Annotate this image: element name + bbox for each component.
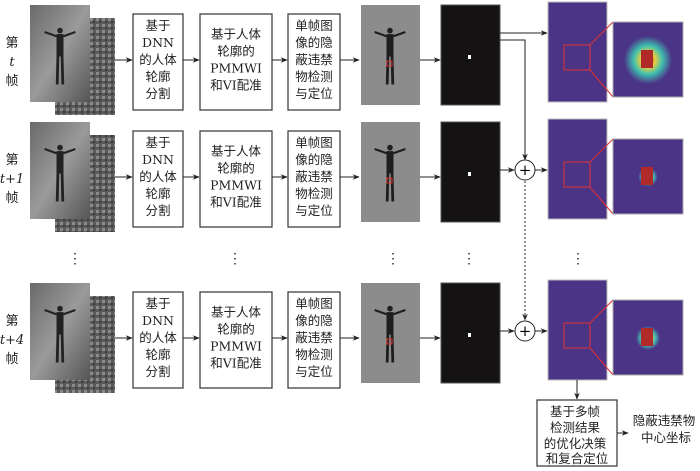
detection-box xyxy=(287,13,341,111)
connector-line xyxy=(500,39,528,161)
visible-image xyxy=(30,122,90,219)
zoom-region xyxy=(563,44,591,71)
zoom-region xyxy=(563,322,591,349)
zoom-lines xyxy=(589,138,614,215)
plus-icon: + xyxy=(519,322,532,340)
segmentation-box xyxy=(132,13,184,111)
registration-box xyxy=(199,291,273,389)
zoom-lines xyxy=(589,299,614,376)
visible-image xyxy=(30,5,90,102)
heatmap xyxy=(547,279,608,381)
zoom-region xyxy=(563,161,591,188)
hotspot-core xyxy=(641,167,653,185)
mask-spot xyxy=(468,333,471,337)
segmentation-box-text: 基于 DNN 的人体轮廓分割 xyxy=(139,18,177,101)
registration-box xyxy=(199,130,273,228)
segmentation-box-text: 基于 DNN 的人体轮廓分割 xyxy=(139,135,177,218)
registration-box-text: 基于人体轮廓的 PMMWI 和VI配准 xyxy=(210,27,262,93)
hotspot-core xyxy=(641,328,653,346)
ellipsis: ⋮ xyxy=(68,251,82,267)
frame-label: 第 t+1 帧 xyxy=(0,153,24,206)
heatmap xyxy=(547,1,608,103)
segmentation-box xyxy=(132,291,184,389)
segmentation-box xyxy=(132,130,184,228)
decision-box xyxy=(536,399,618,467)
detection-box xyxy=(287,130,341,228)
detection-box xyxy=(287,291,341,389)
ellipsis: ⋮ xyxy=(571,251,585,267)
registration-box-text: 基于人体轮廓的 PMMWI 和VI配准 xyxy=(210,144,262,210)
registration-box xyxy=(199,13,273,111)
output-label: 隐蔽违禁物 中心坐标 xyxy=(633,413,700,445)
detection-result-image xyxy=(361,283,420,383)
detection-result-image xyxy=(361,122,420,222)
ellipsis-row: ⋮ ⋮ ⋮ ⋮ ⋮ xyxy=(68,251,585,267)
detection-box-text: 单帧图像的隐蔽违禁物检测与定位 xyxy=(295,135,333,218)
registration-box-text: 基于人体轮廓的 PMMWI 和VI配准 xyxy=(210,305,262,371)
detection-box-text: 单帧图像的隐蔽违禁物检测与定位 xyxy=(295,296,333,379)
plus-icon: + xyxy=(519,161,532,179)
segmentation-box-text: 基于 DNN 的人体轮廓分割 xyxy=(139,296,177,379)
ellipsis: ⋮ xyxy=(462,251,476,267)
hotspot-core xyxy=(641,50,653,68)
detection-result-image xyxy=(361,5,420,105)
visible-image xyxy=(30,283,90,380)
mask-spot xyxy=(468,55,471,59)
detection-box-text: 单帧图像的隐蔽违禁物检测与定位 xyxy=(295,18,333,101)
zoom-lines xyxy=(589,21,614,98)
frame-label: 第 t+4 帧 xyxy=(0,314,24,367)
ellipsis: ⋮ xyxy=(386,251,400,267)
mask-spot xyxy=(468,172,471,176)
ellipsis: ⋮ xyxy=(228,251,242,267)
heatmap xyxy=(547,118,608,220)
decision-box-text: 基于多帧 检测结果 的优化决策 和复合定位 xyxy=(544,404,611,466)
